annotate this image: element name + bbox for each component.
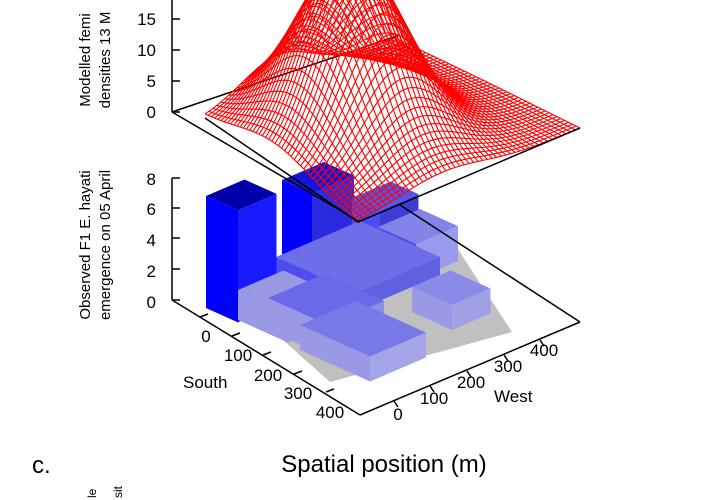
surface-mesh-line-u [374, 45, 558, 138]
surface-mesh-line-v [338, 116, 558, 205]
south-tick-mark [293, 370, 303, 375]
west-tick-300: 300 [494, 357, 522, 376]
bar-right-front-front-face [412, 287, 452, 330]
base-back-right-edge [399, 204, 581, 323]
bar-front-center-side-face [370, 332, 426, 382]
base-front-left-edge [171, 299, 361, 416]
surface-mesh-line-v [335, 114, 554, 202]
bar-front-center-top-face [300, 301, 426, 357]
surface-z-tick-5: 5 [147, 72, 156, 91]
south-tick-mark [231, 332, 241, 337]
bar-front-center [300, 301, 426, 382]
surface-base-left-edge [171, 111, 361, 223]
west-tick-labels: 0 100 200 300 400 [393, 341, 558, 424]
surface-z-tick-0: 0 [147, 103, 156, 122]
bar-front-left-tall-front-face [206, 196, 238, 323]
surface-z-tick-labels: 0 5 10 15 [137, 10, 156, 122]
south-tick-labels: 0 100 200 300 400 [201, 327, 344, 422]
south-axis-label: South [183, 373, 227, 392]
surface-mesh-line-v [332, 112, 550, 199]
bar-ylabel-line2: emergence on 05 April [97, 170, 114, 320]
bar-axes [171, 178, 581, 416]
surface-ylabel-line2: densities 13 M [97, 12, 114, 109]
bar-z-tick-6: 6 [147, 200, 156, 219]
south-tick-200: 200 [254, 366, 282, 385]
bar-ylabel-line1: Observed F1 E. hayati [77, 170, 94, 319]
bar-center-plate-side-face [356, 257, 440, 311]
bar-right-front [412, 270, 491, 330]
bar-right-front-side-face [452, 288, 491, 330]
surface-ylabel-line1: Modelled femi [77, 13, 94, 106]
surface-panel [171, 0, 581, 223]
panel-label: c. [32, 452, 51, 479]
bar-front-left-tall-top-face [206, 179, 277, 211]
west-tick-mark [466, 370, 472, 378]
surface-mesh-line-u [386, 40, 572, 133]
west-tick-mark [393, 400, 399, 408]
surface-z-tick-10: 10 [137, 41, 156, 60]
surface-mesh-line-v [341, 117, 561, 208]
surface-mesh-line-u [371, 46, 553, 140]
bar-front-center-front-face [300, 325, 370, 382]
bar-z-tick-2: 2 [147, 262, 156, 281]
bar-z-tick-8: 8 [147, 170, 156, 189]
surface-mesh [204, 0, 581, 223]
west-axis-label: West [494, 387, 533, 406]
surface-mesh-line-u [378, 43, 562, 137]
south-tick-mark [325, 388, 335, 393]
surface-mesh-line-u [390, 39, 576, 131]
south-tick-400: 400 [316, 403, 344, 422]
west-tick-mark [539, 339, 545, 347]
base-front-right-edge [359, 321, 581, 416]
south-tick-mark [262, 351, 272, 356]
bar-right-mid-top-face [378, 209, 458, 245]
south-tick-100: 100 [224, 346, 252, 365]
bar-panel [171, 162, 581, 416]
west-tick-0: 0 [393, 405, 402, 424]
bar-center-plate-top-face [276, 221, 440, 293]
west-tick-200: 200 [457, 373, 485, 392]
west-tick-400: 400 [530, 341, 558, 360]
next-panel-ylabel-fragment-2: sit [111, 485, 125, 498]
surface-mesh-line-v [351, 123, 573, 216]
surface-mesh-line-u [394, 37, 581, 129]
south-tick-300: 300 [284, 384, 312, 403]
x-axis-title: Spatial position (m) [281, 451, 486, 478]
bar-z-tick-labels: 0 2 4 6 8 [147, 170, 156, 312]
surface-mesh-line-v [348, 121, 569, 213]
surface-mesh-line-v [354, 125, 577, 219]
south-tick-0: 0 [201, 327, 210, 346]
surface-base-front-edge [204, 117, 581, 223]
next-panel-ylabel-fragment-1: le [85, 488, 99, 498]
west-tick-100: 100 [420, 389, 448, 408]
bar-back-center-top-face [282, 162, 354, 194]
bar-right-front-top-face [412, 270, 491, 305]
surface-mesh-line-v [345, 119, 565, 211]
bars-group [206, 162, 491, 382]
south-tick-mark [199, 313, 209, 318]
surface-mesh-line-u [382, 42, 567, 135]
surface-tick-marks [172, 18, 180, 113]
bar-z-tick-0: 0 [147, 293, 156, 312]
surface-mesh-line-u [367, 47, 548, 142]
west-tick-mark [429, 385, 435, 393]
bar-z-tick-4: 4 [147, 231, 156, 250]
surface-z-tick-15: 15 [137, 10, 156, 29]
west-tick-mark [503, 354, 509, 362]
bar-tick-marks [172, 177, 545, 408]
